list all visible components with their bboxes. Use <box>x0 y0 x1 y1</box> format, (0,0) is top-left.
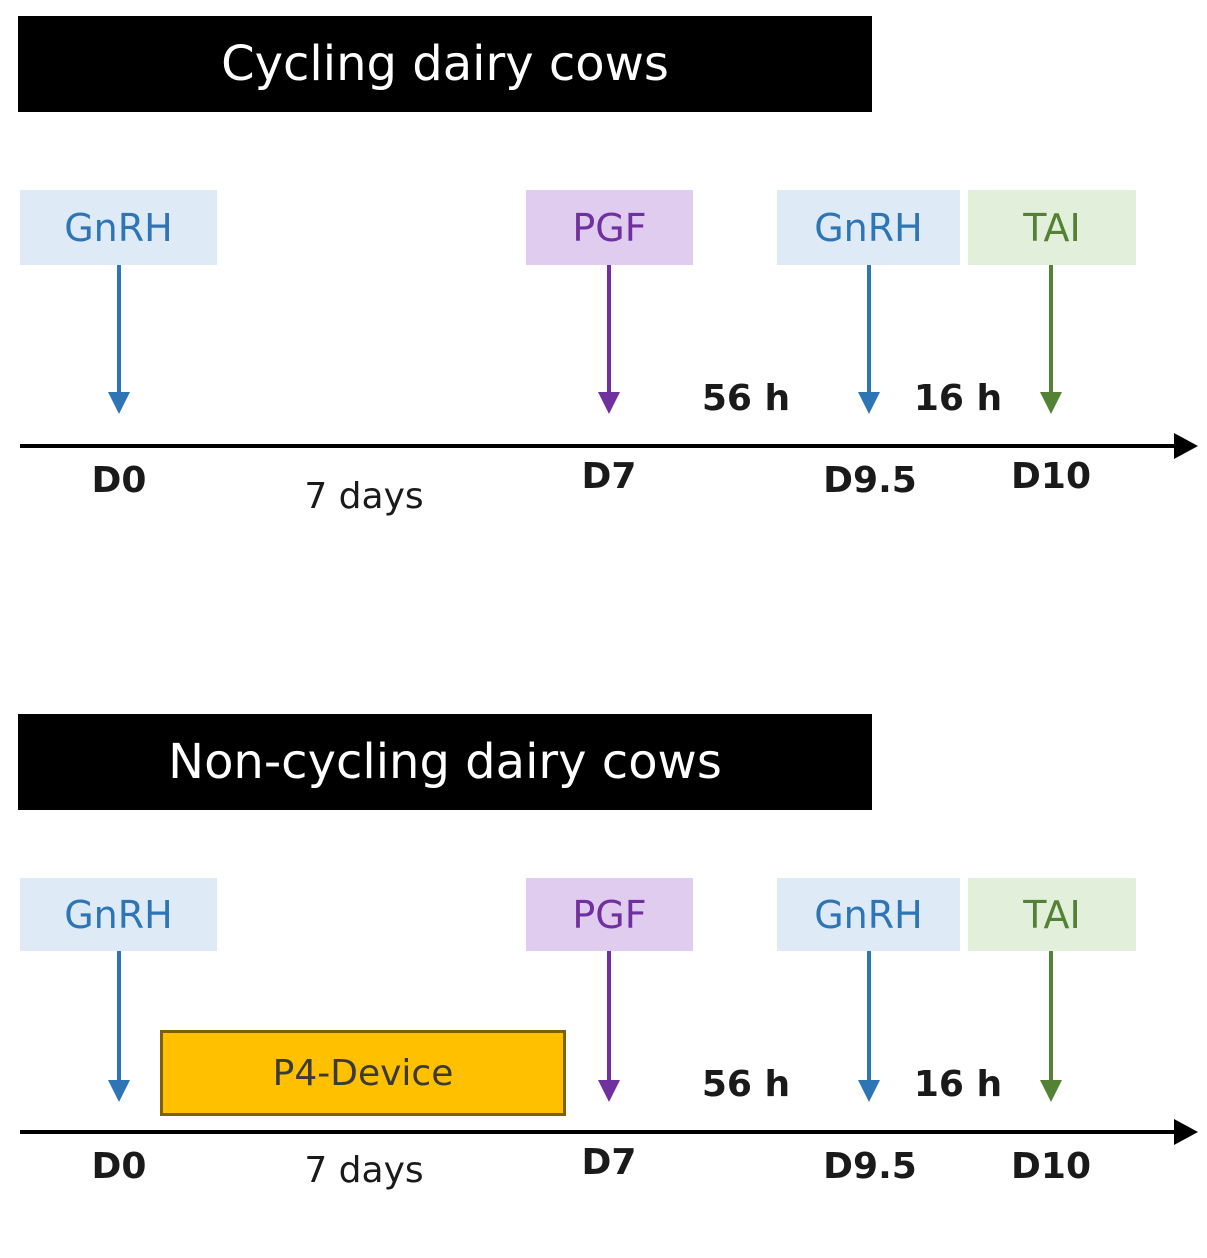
day-label-d10: D10 <box>1011 456 1091 497</box>
interval-56h: 56 h <box>701 378 791 419</box>
pgf-arrow-d7 <box>598 951 620 1102</box>
interval-7-days: 7 days <box>304 1150 424 1191</box>
gnrh-arrow-d9-5 <box>858 951 880 1102</box>
non-cycling-panel: Non-cycling dairy cows GnRH PGF GnRH TAI… <box>0 698 1207 1258</box>
pgf-box-d7: PGF <box>526 878 693 951</box>
tai-arrow-d10 <box>1040 951 1062 1102</box>
day-label-d7: D7 <box>581 456 637 497</box>
interval-16h: 16 h <box>913 378 1003 419</box>
pgf-box-d7: PGF <box>526 190 693 265</box>
day-label-d0: D0 <box>91 1146 147 1187</box>
cycling-panel: Cycling dairy cows GnRH PGF GnRH TAI 56 … <box>0 0 1207 560</box>
gnrh-box-d9-5: GnRH <box>777 878 960 951</box>
timeline-axis <box>20 433 1198 459</box>
interval-16h: 16 h <box>913 1064 1003 1105</box>
interval-56h: 56 h <box>701 1064 791 1105</box>
gnrh-box-d9-5: GnRH <box>777 190 960 265</box>
tai-box-d10: TAI <box>968 190 1136 265</box>
day-label-d10: D10 <box>1011 1146 1091 1187</box>
day-label-d7: D7 <box>581 1142 637 1183</box>
interval-7-days: 7 days <box>304 476 424 517</box>
tai-arrow-d10 <box>1040 265 1062 414</box>
gnrh-box-d0: GnRH <box>20 878 217 951</box>
gnrh-arrow-d0 <box>108 951 130 1102</box>
day-label-d0: D0 <box>91 460 147 501</box>
gnrh-arrow-d0 <box>108 265 130 414</box>
tai-box-d10: TAI <box>968 878 1136 951</box>
timeline-axis <box>20 1119 1198 1145</box>
pgf-arrow-d7 <box>598 265 620 414</box>
gnrh-box-d0: GnRH <box>20 190 217 265</box>
day-label-d9-5: D9.5 <box>823 460 917 501</box>
p4-device-bar: P4-Device <box>160 1030 566 1116</box>
day-label-d9-5: D9.5 <box>823 1146 917 1187</box>
panel-title: Non-cycling dairy cows <box>18 714 872 810</box>
gnrh-arrow-d9-5 <box>858 265 880 414</box>
panel-title: Cycling dairy cows <box>18 16 872 112</box>
